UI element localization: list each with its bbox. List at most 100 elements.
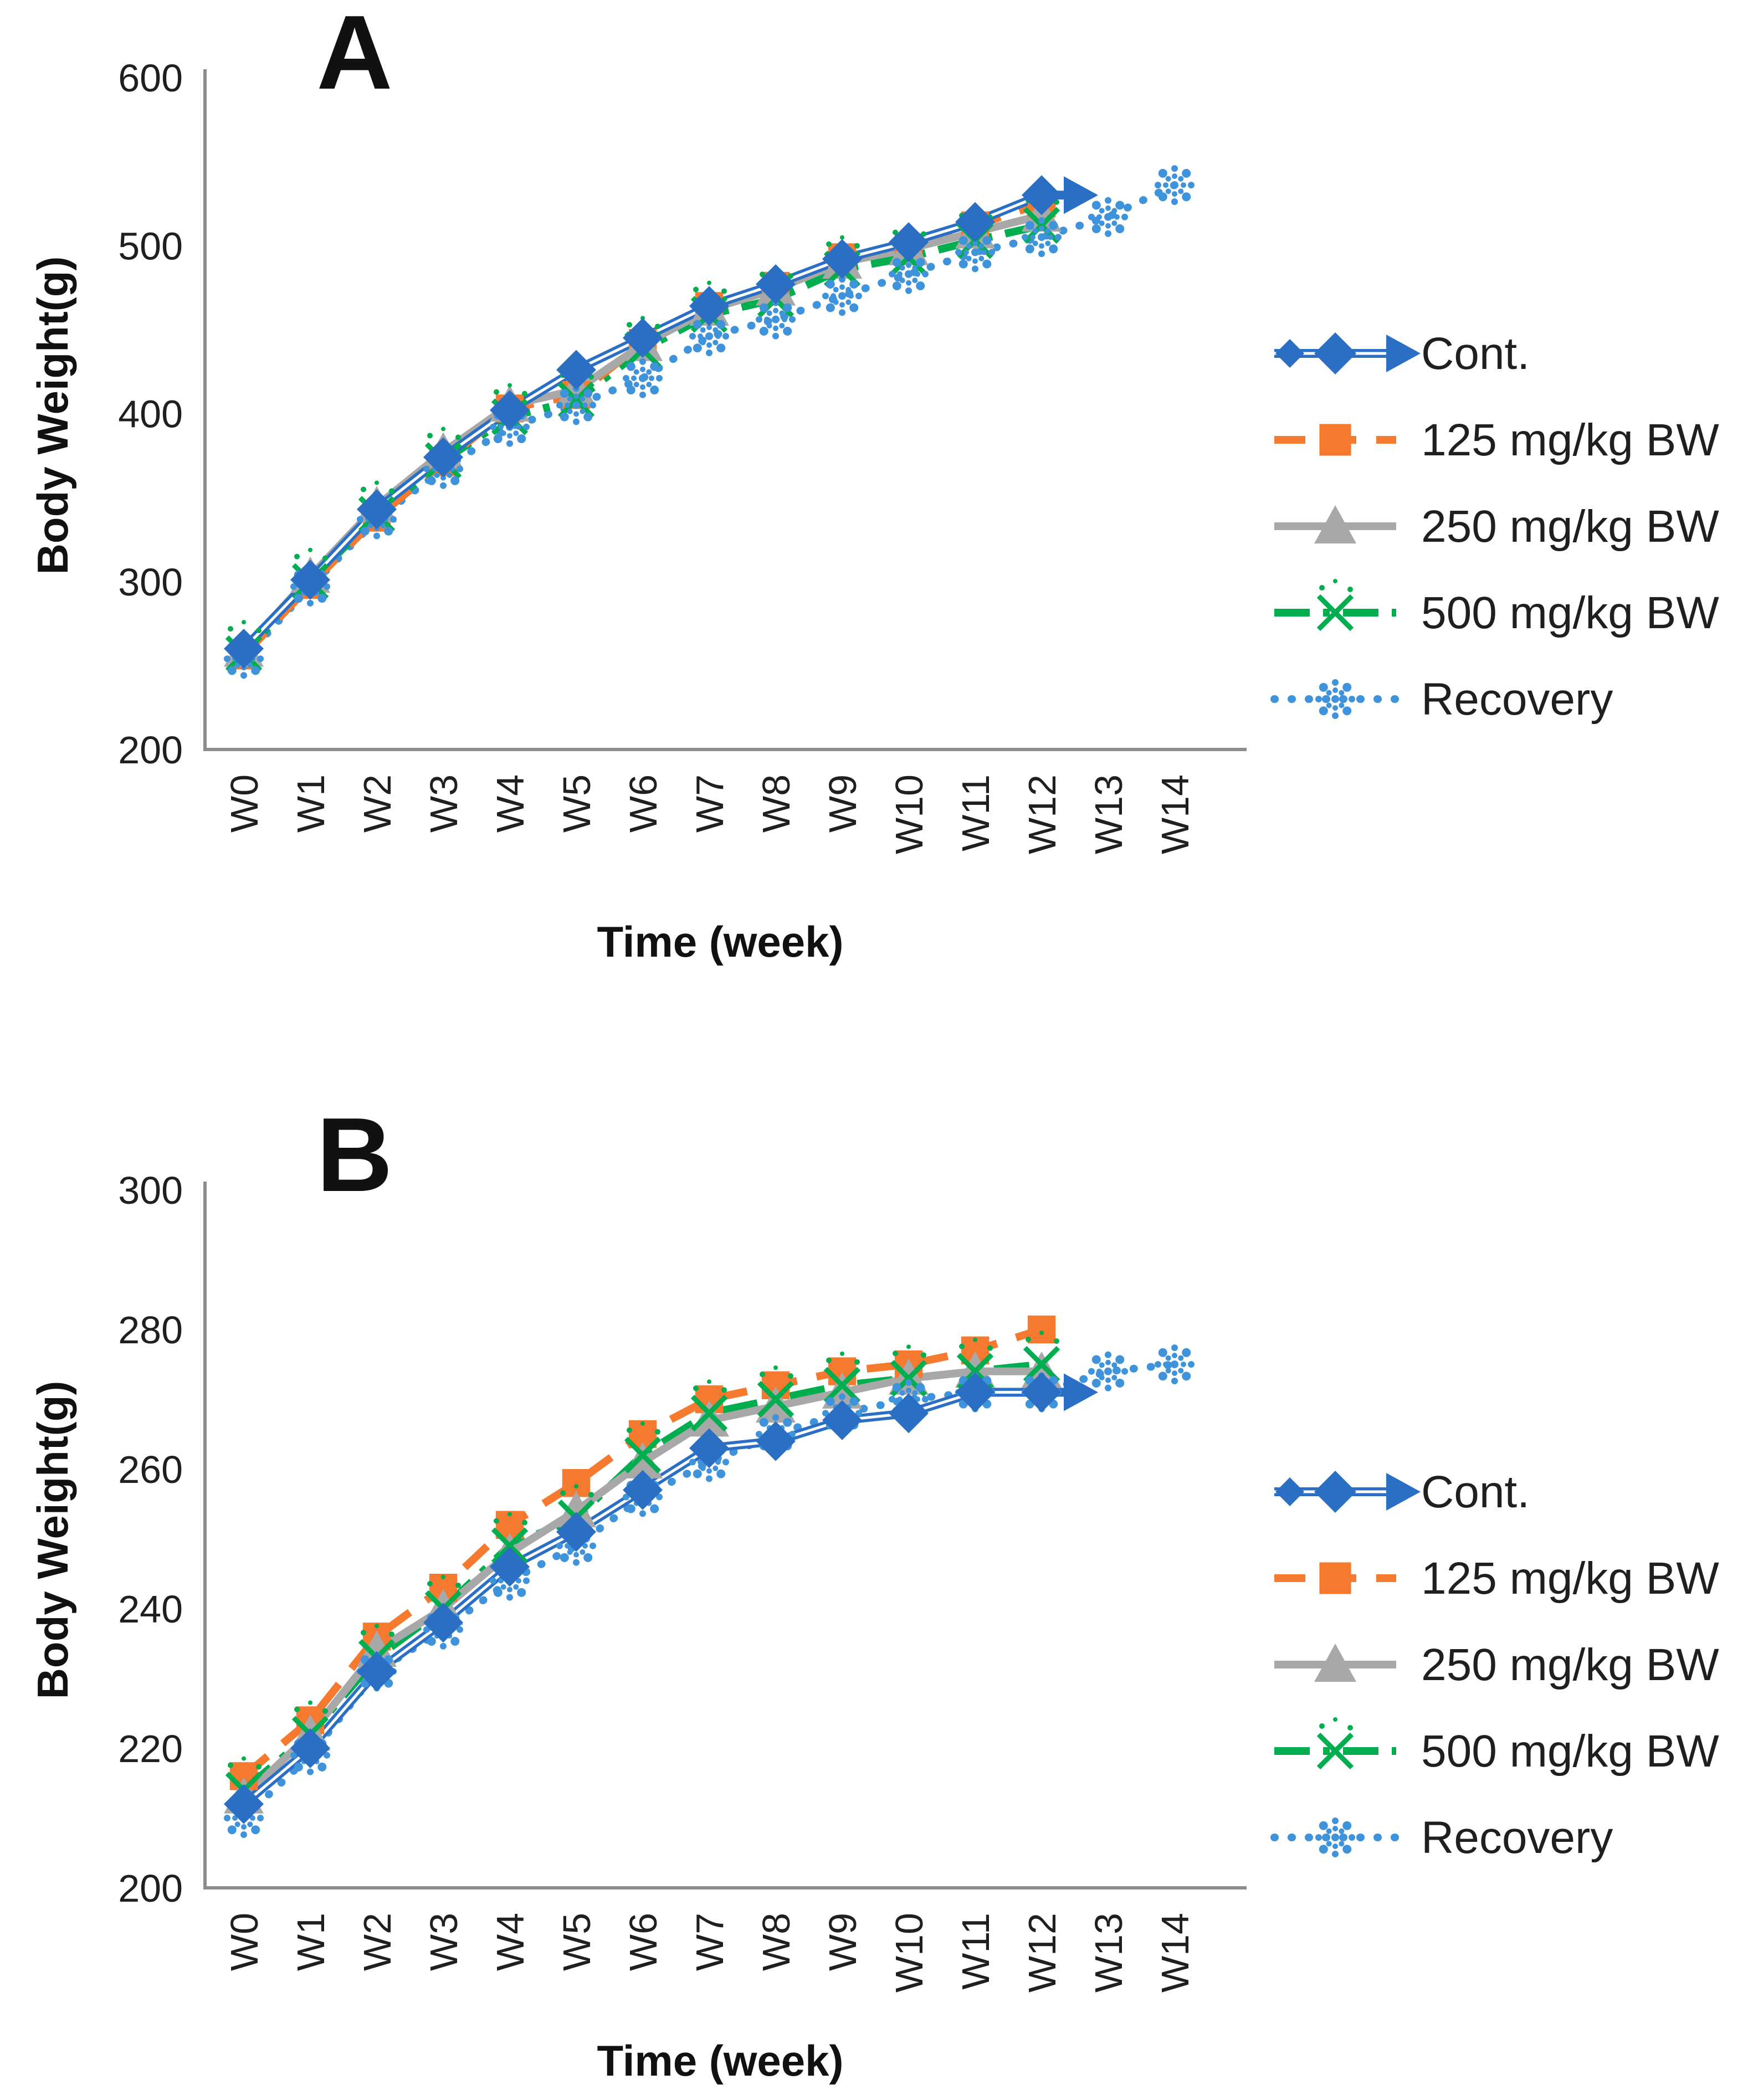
marker-dot-star: [656, 374, 663, 382]
marker-dot-star: [513, 1584, 519, 1590]
marker-dot-star: [906, 280, 911, 286]
marker-dot-star: [1032, 228, 1038, 234]
marker-dot-star: [640, 384, 645, 390]
marker-diamond: [1275, 339, 1304, 368]
marker-dot-star: [360, 526, 370, 536]
marker-dot-star: [848, 293, 854, 299]
marker-dot-star: [1158, 168, 1167, 178]
marker-dot-star: [250, 1815, 255, 1821]
marker-dot-star: [1181, 182, 1186, 188]
marker-diamond: [955, 1372, 995, 1413]
marker-dot-star: [633, 382, 639, 388]
legend-label: 250 mg/kg BW: [1421, 501, 1719, 552]
marker-dot-star: [1115, 1355, 1125, 1364]
marker-dot-star: [646, 382, 652, 388]
marker-dot-star: [517, 434, 526, 443]
y-tick-label: 280: [118, 1308, 183, 1352]
marker-diamond: [822, 1400, 862, 1440]
marker-dot-star: [1342, 706, 1352, 716]
marker-dot-star: [580, 1549, 586, 1555]
marker-x-dots: [1333, 579, 1337, 583]
marker-dot-star: [905, 270, 913, 278]
marker-x-dots: [508, 383, 512, 388]
marker-square: [1027, 1315, 1056, 1344]
panel-b-x-axis-title: Time (week): [597, 2036, 844, 2085]
legend-item-4: Recovery: [1270, 674, 1613, 725]
marker-dot-star: [759, 1418, 768, 1427]
marker-dot-star: [1045, 240, 1051, 247]
x-tick-label: W9: [821, 774, 864, 833]
marker-x-dots: [322, 555, 328, 561]
marker-x-dots: [906, 1344, 911, 1349]
y-tick-label: 200: [118, 728, 183, 772]
marker-x-dots: [893, 229, 898, 235]
marker-dot-star: [912, 1390, 918, 1396]
marker-diamond: [423, 1603, 463, 1643]
marker-dot-star: [700, 1465, 706, 1471]
marker-dot-star: [227, 1825, 237, 1835]
marker-dot-star: [713, 340, 719, 346]
arrow-end-icon: [1064, 1373, 1098, 1411]
marker-dot-star: [899, 265, 905, 271]
marker-dot-star: [523, 423, 530, 430]
marker-dot-star: [782, 316, 787, 322]
marker-dot-star: [1319, 1845, 1328, 1854]
marker-dot-star: [705, 332, 713, 341]
marker-x: [491, 1527, 529, 1564]
marker-x: [624, 1436, 662, 1473]
marker-dot-star: [689, 333, 696, 340]
marker-dot-star: [1339, 1841, 1345, 1847]
legend-label: Cont.: [1421, 1467, 1530, 1517]
marker-x-dots: [627, 322, 632, 328]
x-tick-label: W13: [1087, 1913, 1130, 1993]
marker-dot-star: [434, 472, 440, 478]
panel-b-y-axis-title: Body Weight(g): [28, 1380, 77, 1699]
marker-x-dots: [427, 1581, 433, 1586]
marker-triangle: [556, 1491, 596, 1528]
marker-dot-star: [572, 401, 580, 409]
marker-x-dots: [242, 1756, 246, 1761]
marker-dot-star: [1155, 182, 1161, 189]
marker-dot-star: [906, 262, 911, 268]
marker-diamond: [889, 1393, 929, 1434]
marker-diamond: [1022, 1372, 1062, 1413]
marker-dot-star: [958, 259, 968, 269]
marker-dot-star: [700, 327, 706, 333]
marker-dot-star: [227, 666, 237, 675]
marker-dot-star: [915, 271, 920, 277]
marker-dot-star: [899, 278, 905, 284]
marker-x-dots: [242, 620, 246, 625]
marker-dot-star: [506, 1594, 513, 1601]
y-tick-label: 200: [118, 1867, 183, 1910]
marker-dot-star: [423, 1626, 430, 1633]
marker-x-dots: [840, 1351, 844, 1356]
marker-dot-star: [922, 1396, 929, 1403]
x-tick-label: W5: [555, 1913, 598, 1971]
x-tick-label: W4: [489, 1913, 532, 1971]
marker-dot-star: [756, 1431, 762, 1437]
marker-diamond: [357, 489, 397, 530]
legend-label: 125 mg/kg BW: [1421, 415, 1719, 465]
marker-dot-star: [556, 402, 563, 409]
marker-dot-star: [978, 243, 985, 249]
x-tick-label: W5: [555, 774, 598, 833]
marker-dot-star: [715, 1459, 721, 1465]
panel-b: 200 220 240 260 280 300 W0 W1 W2 W3 W4 W5 W6 W7 W8 W9 W1…: [118, 1169, 1719, 1993]
marker-x-dots: [788, 1373, 793, 1379]
marker-x-dots: [375, 1624, 379, 1629]
x-tick-label: W10: [888, 774, 931, 854]
marker-dot-star: [783, 326, 792, 336]
marker-dot-star: [838, 292, 846, 300]
marker-dot-star: [1163, 182, 1168, 188]
panel-b-letter: B: [316, 1096, 393, 1214]
marker-dot-star: [849, 303, 859, 312]
marker-dot-star: [583, 389, 593, 398]
marker-dot-star: [450, 476, 460, 485]
marker-dot-star: [573, 1559, 580, 1566]
arrow-end-icon: [1386, 1473, 1421, 1511]
panel-a-x-axis-title: Time (week): [597, 917, 844, 966]
marker-dot-star: [1096, 214, 1102, 220]
marker-dot-star: [427, 476, 436, 485]
marker-dot-star: [916, 258, 925, 267]
marker-dot-star: [831, 293, 836, 299]
